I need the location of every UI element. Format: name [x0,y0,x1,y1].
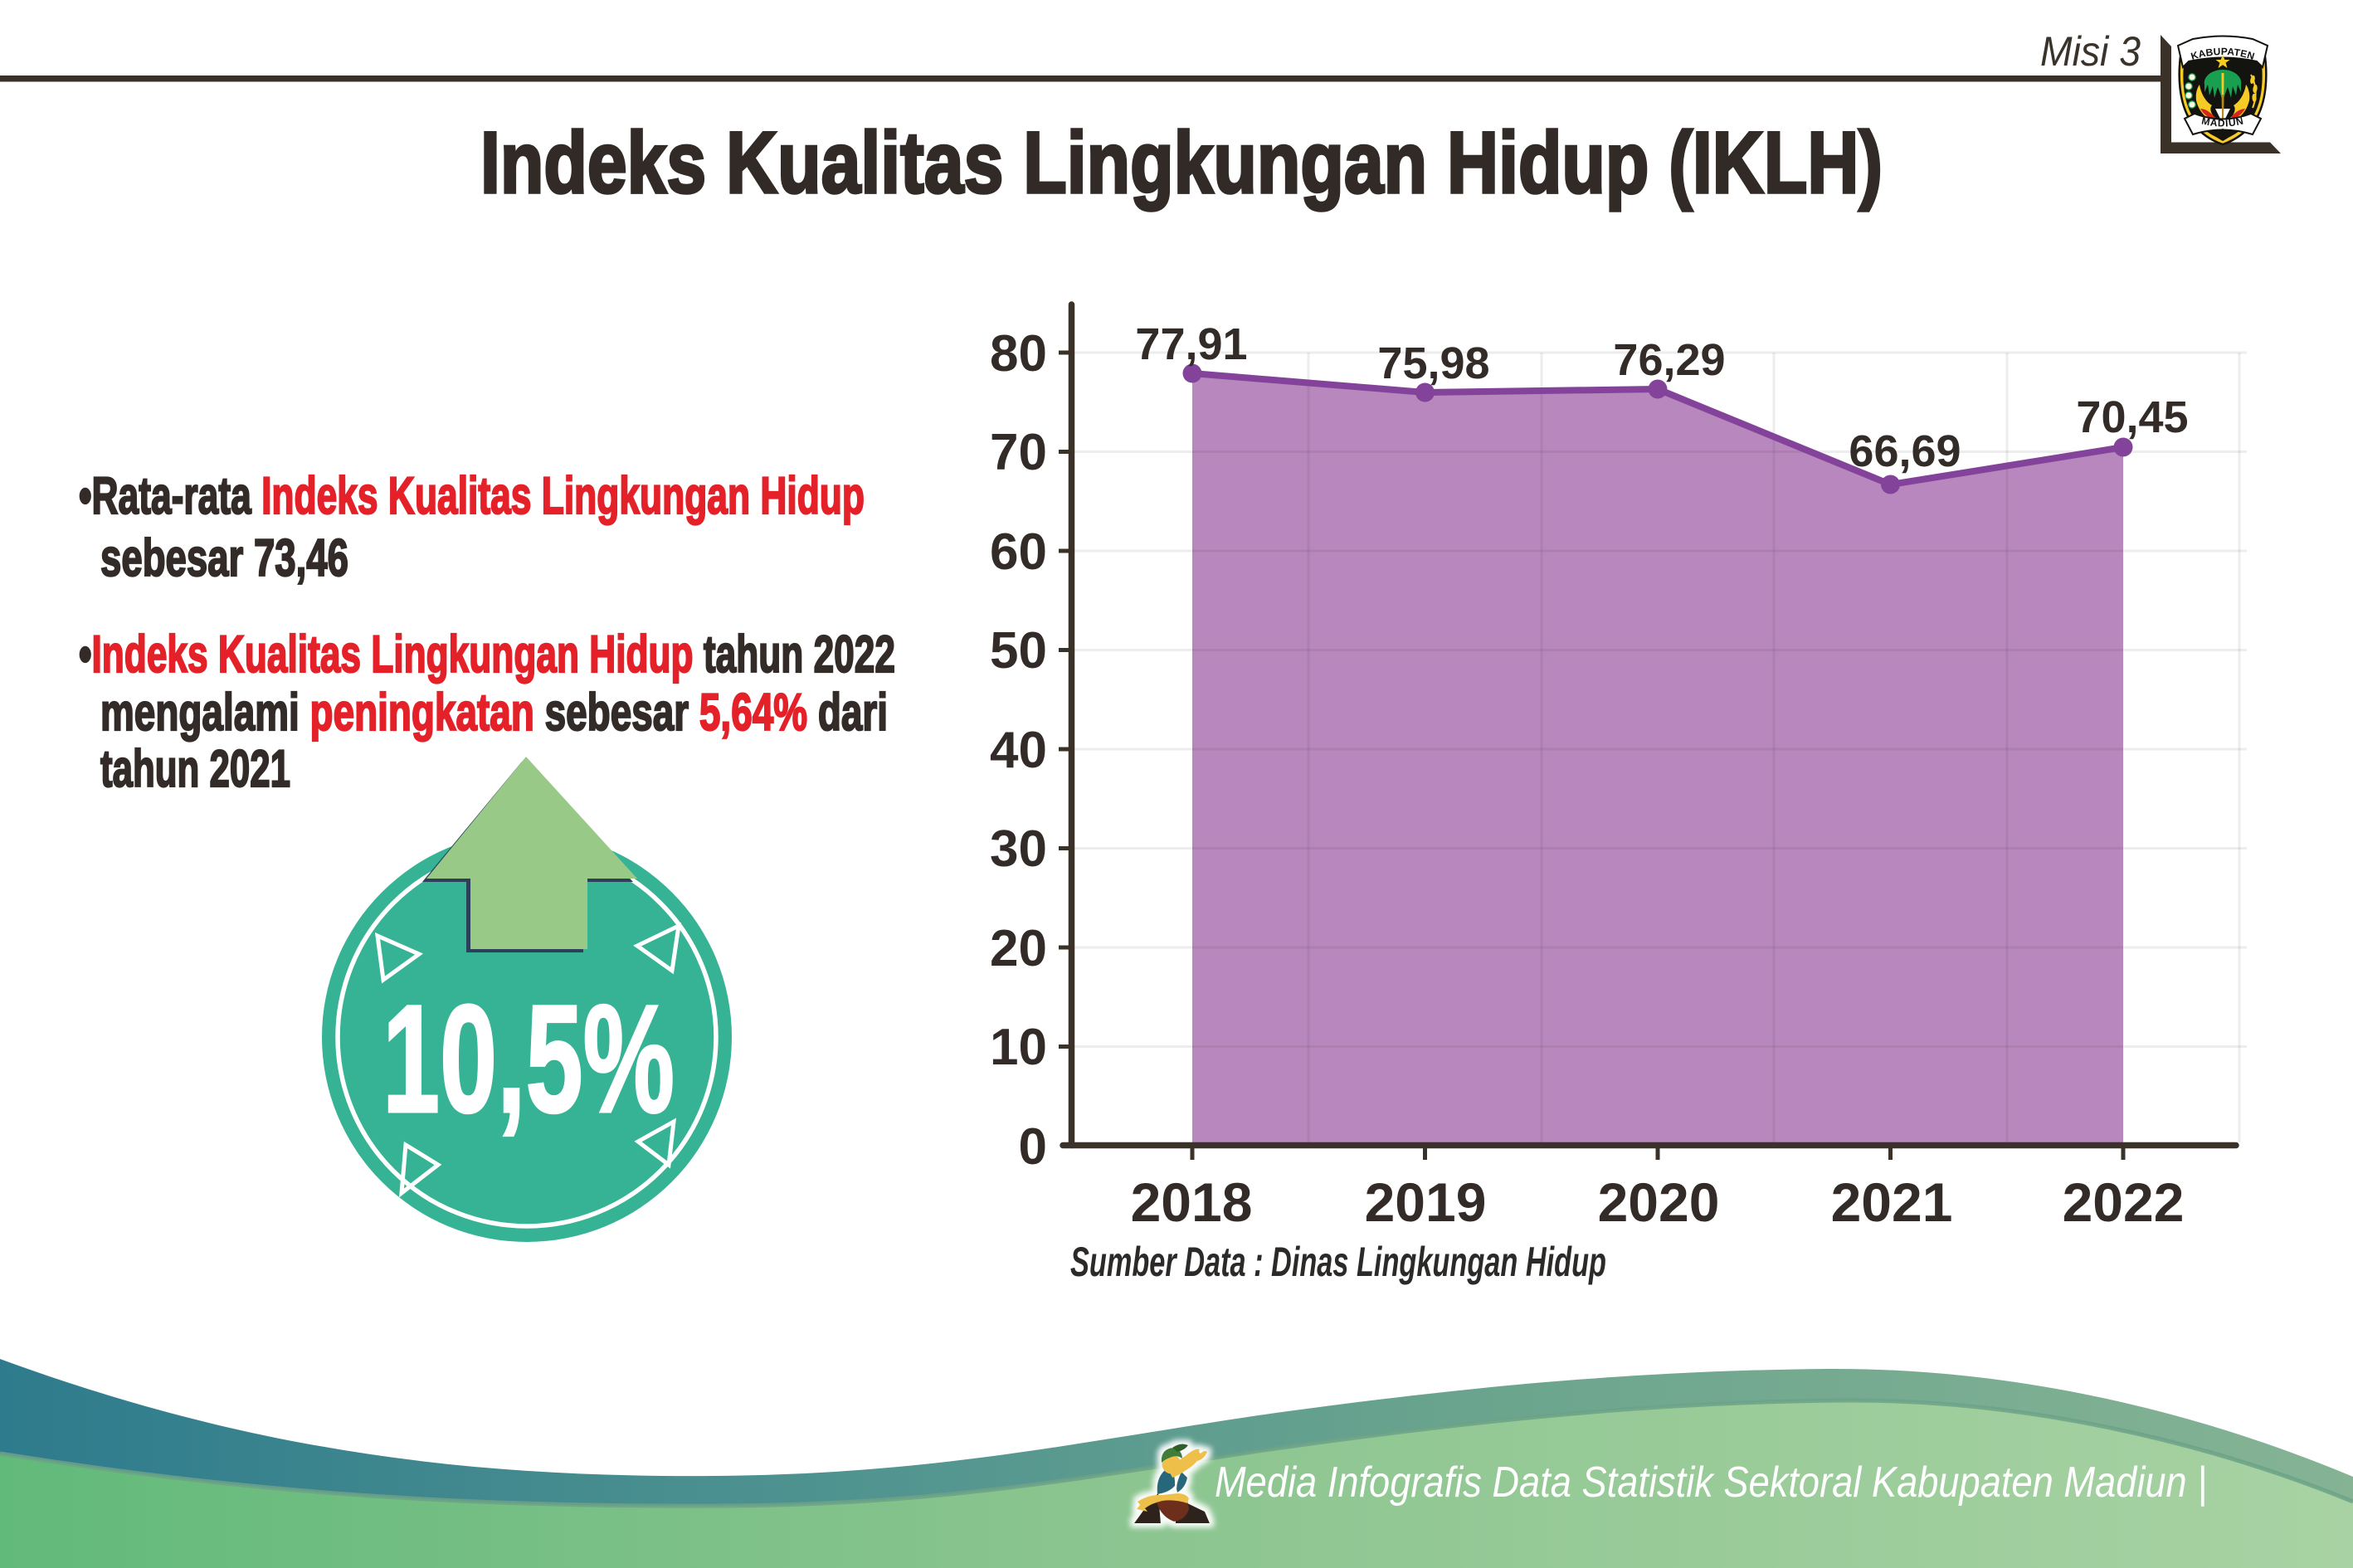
svg-text:•Indeks Kualitas Lingkungan Hi: •Indeks Kualitas Lingkungan Hidup tahun … [79,626,895,684]
svg-text:50: 50 [990,622,1047,679]
svg-text:10,5%: 10,5% [382,974,675,1145]
svg-text:2018: 2018 [1131,1171,1253,1233]
svg-text:sebesar 73,46: sebesar 73,46 [100,529,348,587]
svg-text:2020: 2020 [1598,1171,1720,1233]
svg-text:70: 70 [990,424,1047,481]
svg-text:77,91: 77,91 [1135,319,1247,369]
svg-text:76,29: 76,29 [1613,335,1725,385]
svg-text:Media Infografis Data Statisti: Media Infografis Data Statistik Sektoral… [1215,1458,2207,1507]
svg-text:2019: 2019 [1365,1171,1487,1233]
svg-text:60: 60 [990,523,1047,581]
svg-text:0: 0 [1019,1118,1047,1176]
svg-text:Misi 3: Misi 3 [2040,28,2141,75]
svg-text:tahun 2021: tahun 2021 [100,740,290,798]
svg-text:20: 20 [990,920,1047,977]
svg-text:Sumber Data : Dinas Lingkungan: Sumber Data : Dinas Lingkungan Hidup [1070,1239,1606,1285]
svg-text:80: 80 [990,325,1047,382]
svg-text:40: 40 [990,722,1047,779]
svg-text:2022: 2022 [2063,1171,2185,1233]
svg-text:75,98: 75,98 [1377,338,1489,388]
svg-text:10: 10 [990,1019,1047,1076]
svg-text:Indeks Kualitas Lingkungan Hid: Indeks Kualitas Lingkungan Hidup (IKLH) [480,114,1883,212]
svg-text:2021: 2021 [1831,1171,1953,1233]
svg-text:30: 30 [990,821,1047,878]
svg-text:MADIUN: MADIUN [2200,114,2244,129]
svg-text:66,69: 66,69 [1849,426,1961,476]
svg-text:mengalami peningkatan sebesar: mengalami peningkatan sebesar 5,64% dari [100,684,888,742]
svg-text:•Rata-rata Indeks Kualitas Lin: •Rata-rata Indeks Kualitas Lingkungan Hi… [79,467,865,525]
svg-text:KABUPATEN: KABUPATEN [2190,46,2256,62]
svg-text:70,45: 70,45 [2076,392,2188,442]
